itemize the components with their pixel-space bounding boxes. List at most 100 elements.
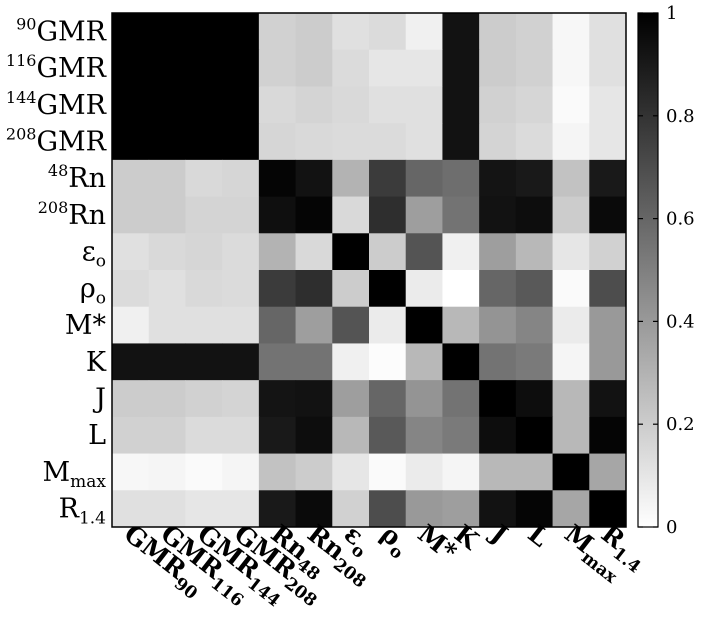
heatmap-cell-r11-c7 — [369, 416, 407, 455]
heatmap-cell-r3-c5 — [295, 123, 333, 161]
heatmap-cell-r12-c9 — [442, 453, 480, 491]
heatmap-cell-r6-c9 — [442, 233, 480, 271]
heatmap-cell-r1-c9 — [442, 49, 480, 87]
heatmap-cell-r3-c12 — [552, 123, 590, 161]
heatmap-cell-r13-c8 — [405, 490, 443, 528]
heatmap-cell-r3-c4 — [258, 123, 297, 161]
heatmap-cell-r7-c3 — [222, 270, 260, 308]
heatmap-cell-r2-c3 — [222, 86, 260, 124]
heatmap-cell-r5-c0 — [112, 196, 150, 234]
heatmap-cell-r3-c8 — [405, 123, 443, 161]
heatmap-cell-r2-c2 — [185, 86, 223, 124]
heatmap-cell-r5-c9 — [442, 196, 480, 234]
row-label-13: R1.4 — [59, 494, 106, 529]
heatmap-cell-r11-c5 — [295, 416, 333, 455]
heatmap-cell-r5-c7 — [369, 196, 407, 234]
heatmap-cell-r0-c6 — [332, 13, 370, 51]
heatmap-cell-r13-c3 — [222, 490, 260, 528]
heatmap-cell-r3-c7 — [369, 123, 407, 161]
row-label-12: Mmax — [43, 457, 107, 492]
heatmap-cell-r5-c12 — [552, 196, 590, 234]
heatmap-cell-r9-c10 — [479, 343, 517, 381]
row-label-7: ρo — [80, 273, 106, 308]
heatmap-cell-r13-c5 — [295, 490, 333, 528]
heatmap-cell-r5-c8 — [405, 196, 443, 234]
heatmap-cell-r4-c4 — [258, 159, 297, 198]
row-label-8: M* — [65, 310, 107, 341]
heatmap-cell-r1-c0 — [112, 49, 150, 87]
row-label-3: 208GMR — [6, 125, 107, 158]
heatmap-cell-r9-c0 — [112, 343, 150, 381]
heatmap-cell-r10-c4 — [258, 380, 297, 418]
heatmap-cells — [112, 13, 627, 528]
heatmap-cell-r8-c10 — [479, 306, 517, 344]
heatmap-cell-r2-c6 — [332, 86, 370, 124]
heatmap-cell-r2-c4 — [258, 86, 297, 124]
heatmap-cell-r5-c1 — [148, 196, 186, 234]
heatmap-cell-r12-c7 — [369, 453, 407, 491]
heatmap-cell-r4-c11 — [515, 159, 554, 198]
heatmap-cell-r4-c13 — [589, 159, 627, 198]
heatmap-cell-r7-c4 — [258, 270, 297, 308]
heatmap-cell-r9-c13 — [589, 343, 627, 381]
heatmap-cell-r6-c5 — [295, 233, 333, 271]
heatmap-cell-r0-c3 — [222, 13, 260, 51]
row-label-4: 48Rn — [48, 161, 106, 194]
heatmap-cell-r10-c9 — [442, 380, 480, 418]
heatmap-cell-r7-c1 — [148, 270, 186, 308]
heatmap-cell-r1-c4 — [258, 49, 297, 87]
heatmap-cell-r12-c11 — [515, 453, 554, 491]
heatmap-cell-r9-c9 — [442, 343, 480, 381]
heatmap-cell-r11-c2 — [185, 416, 223, 455]
heatmap-cell-r2-c8 — [405, 86, 443, 124]
heatmap-cell-r2-c12 — [552, 86, 590, 124]
heatmap-cell-r6-c10 — [479, 233, 517, 271]
row-label-2: 144GMR — [6, 88, 107, 121]
heatmap-cell-r10-c0 — [112, 380, 150, 418]
heatmap-cell-r10-c13 — [589, 380, 627, 418]
colorbar-tick-label-3: 0.6 — [666, 209, 695, 230]
heatmap-cell-r12-c5 — [295, 453, 333, 491]
heatmap-cell-r13-c10 — [479, 490, 517, 528]
heatmap-cell-r13-c11 — [515, 490, 554, 528]
heatmap-cell-r8-c5 — [295, 306, 333, 344]
heatmap-cell-r1-c3 — [222, 49, 260, 87]
heatmap-cell-r0-c1 — [148, 13, 186, 51]
heatmap-cell-r7-c12 — [552, 270, 590, 308]
heatmap-cell-r8-c8 — [405, 306, 443, 344]
heatmap-cell-r0-c11 — [515, 13, 554, 51]
heatmap-cell-r6-c3 — [222, 233, 260, 271]
heatmap-cell-r11-c13 — [589, 416, 627, 455]
heatmap-cell-r6-c11 — [515, 233, 554, 271]
heatmap-cell-r11-c1 — [148, 416, 186, 455]
plot-frame — [111, 12, 627, 528]
row-label-1: 116GMR — [6, 51, 107, 84]
heatmap-cell-r5-c5 — [295, 196, 333, 234]
colorbar-tick-label-4: 0.8 — [666, 106, 695, 127]
heatmap-cell-r10-c6 — [332, 380, 370, 418]
heatmap-cell-r12-c10 — [479, 453, 517, 491]
heatmap-cell-r10-c2 — [185, 380, 223, 418]
heatmap-cell-r11-c9 — [442, 416, 480, 455]
colorbar-tick-label-1: 0.2 — [666, 414, 695, 435]
heatmap-cell-r12-c0 — [112, 453, 150, 491]
heatmap-cell-r8-c4 — [258, 306, 297, 344]
heatmap-cell-r9-c7 — [369, 343, 407, 381]
heatmap-cell-r10-c7 — [369, 380, 407, 418]
heatmap-cell-r4-c12 — [552, 159, 590, 198]
heatmap-cell-r4-c9 — [442, 159, 480, 198]
heatmap-cell-r3-c10 — [479, 123, 517, 161]
heatmap-cell-r5-c2 — [185, 196, 223, 234]
heatmap-cell-r8-c11 — [515, 306, 554, 344]
heatmap-cell-r13-c7 — [369, 490, 407, 528]
heatmap-cell-r7-c7 — [369, 270, 407, 308]
heatmap-cell-r8-c1 — [148, 306, 186, 344]
heatmap-cell-r8-c9 — [442, 306, 480, 344]
heatmap-cell-r12-c6 — [332, 453, 370, 491]
heatmap-cell-r5-c13 — [589, 196, 627, 234]
heatmap-cell-r4-c8 — [405, 159, 443, 198]
heatmap-cell-r3-c6 — [332, 123, 370, 161]
heatmap-cell-r9-c1 — [148, 343, 186, 381]
heatmap-cell-r7-c13 — [589, 270, 627, 308]
